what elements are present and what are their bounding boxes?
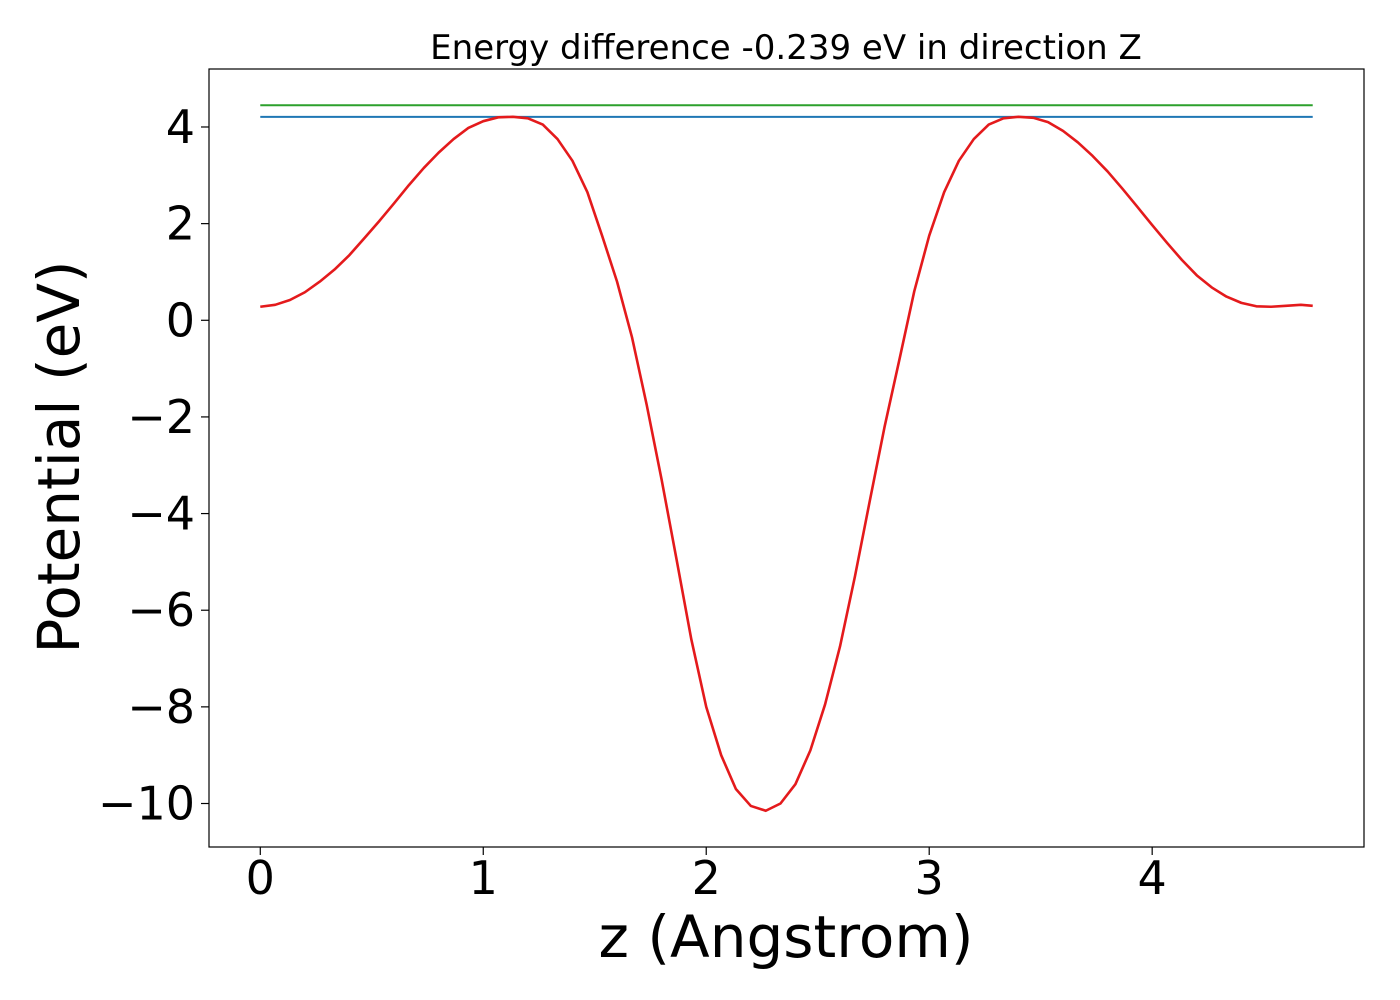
x-axis-label: z (Angstrom) xyxy=(599,903,974,971)
y-tick-label: 4 xyxy=(166,100,195,154)
x-tick-label: 2 xyxy=(692,851,721,905)
y-tick-label: −4 xyxy=(127,487,195,541)
potential-curve-line xyxy=(260,115,1313,813)
chart-title: Energy difference -0.239 eV in direction… xyxy=(430,28,1142,68)
y-tick-label: −10 xyxy=(98,777,195,831)
x-tick-label: 4 xyxy=(1138,851,1167,905)
y-tick-label: 2 xyxy=(166,197,195,251)
y-axis-ticks: 4 2 0 −2 −4 −6 −8 −10 xyxy=(98,100,209,831)
series-layer xyxy=(260,104,1313,813)
y-tick-label: −2 xyxy=(127,390,195,444)
x-tick-label: 3 xyxy=(915,851,944,905)
y-tick-label: −8 xyxy=(127,680,195,734)
y-axis-label: Potential (eV) xyxy=(25,260,93,653)
y-tick-label: −6 xyxy=(127,583,195,637)
plot-frame xyxy=(208,68,1365,848)
x-axis-ticks: 0 1 2 3 4 xyxy=(246,847,1167,905)
y-tick-label: 0 xyxy=(166,293,195,347)
x-tick-label: 1 xyxy=(469,851,498,905)
x-tick-label: 0 xyxy=(246,851,275,905)
